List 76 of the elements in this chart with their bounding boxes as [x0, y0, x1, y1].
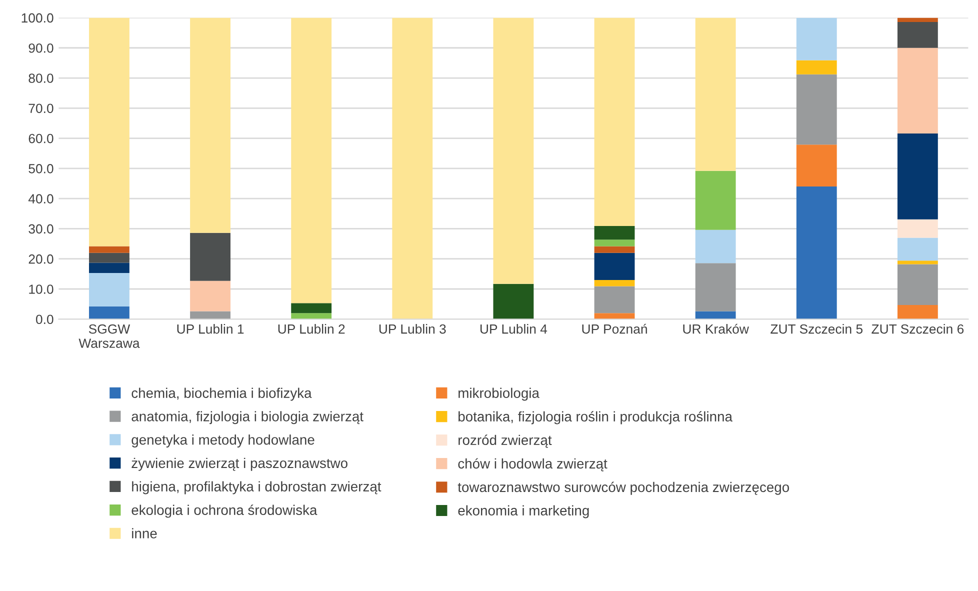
bar — [897, 22, 938, 48]
bar — [796, 18, 837, 60]
bar — [796, 60, 837, 74]
x-tick-label: UP Lublin 2 — [278, 324, 345, 334]
bar — [594, 18, 635, 226]
legend-label: botanika, fizjologia roślin i produkcja roślinna — [458, 411, 732, 424]
y-tick-label: 0.0 — [36, 314, 54, 324]
bar — [897, 238, 938, 261]
bar — [897, 18, 938, 22]
bar — [89, 246, 130, 253]
bar — [796, 186, 837, 320]
bar — [594, 240, 635, 246]
y-tick-label: 20.0 — [28, 254, 54, 264]
bar — [89, 273, 130, 306]
legend-label: towaroznawstwo surowców pochodzenia zwierzęcego — [458, 482, 790, 495]
bar — [392, 18, 433, 320]
bar — [190, 311, 230, 320]
x-tick-label: ZUT Szczecin 6 — [872, 324, 964, 334]
bar — [493, 18, 534, 284]
bar — [594, 226, 635, 240]
bar — [493, 284, 534, 320]
bar — [695, 230, 736, 264]
bar — [897, 219, 938, 238]
bar — [695, 311, 736, 320]
bar — [594, 286, 635, 314]
legend-label: chemia, biochemia i biofizyka — [132, 388, 312, 401]
bar — [897, 304, 938, 320]
bar — [897, 48, 938, 134]
x-tick-label: SGGW Warszawa — [78, 324, 140, 348]
y-tick-label: 10.0 — [29, 284, 54, 294]
legend-label: chów i hodowla zwierząt — [458, 458, 608, 472]
bar — [695, 18, 736, 171]
x-tick-label: UP Lublin 3 — [379, 324, 446, 334]
bar — [897, 260, 938, 264]
bar — [594, 252, 635, 280]
bar — [89, 262, 130, 274]
bar — [796, 74, 837, 145]
y-tick-label: 70.0 — [28, 104, 54, 114]
bar — [89, 306, 130, 320]
x-tick-label: UP Lublin 1 — [177, 324, 244, 334]
bar — [594, 280, 635, 286]
bar — [89, 252, 130, 263]
bar — [89, 18, 130, 246]
legend-label: żywienie zwierząt i paszoznawstwo — [132, 458, 348, 471]
legend-label: anatomia, fizjologia i biologia zwierząt — [132, 411, 364, 424]
bar — [695, 263, 736, 312]
x-tick-label: UR Kraków — [683, 324, 749, 334]
x-tick-label: UP Poznań — [582, 324, 647, 334]
legend-label: ekologia i ochrona środowiska — [132, 504, 318, 518]
bar — [594, 246, 635, 253]
x-tick-label: UP Lublin 4 — [480, 324, 548, 334]
y-tick-label: 30.0 — [28, 224, 54, 234]
bar — [190, 232, 230, 281]
legend-label: rozród zwierząt — [458, 434, 552, 448]
bar — [897, 133, 938, 220]
legend-label: mikrobiologia — [458, 388, 540, 401]
bar — [190, 280, 230, 312]
y-tick-label: 60.0 — [28, 134, 54, 144]
bar — [897, 264, 938, 305]
bar — [796, 144, 837, 187]
y-tick-label: 90.0 — [28, 43, 54, 53]
bar — [190, 18, 230, 233]
y-tick-label: 100.0 — [22, 13, 54, 23]
bar — [291, 303, 332, 314]
y-tick-label: 40.0 — [28, 194, 54, 204]
legend-label: inne — [132, 528, 157, 538]
bar — [594, 313, 635, 320]
legend-label: genetyka i metody hodowlane — [132, 434, 314, 448]
bar — [291, 313, 332, 320]
legend-label: ekonomia i marketing — [458, 505, 589, 518]
y-tick-label: 50.0 — [28, 164, 54, 174]
legend-label: higiena, profilaktyka i dobrostan zwierząt — [132, 481, 382, 494]
x-tick-label: ZUT Szczecin 5 — [770, 324, 863, 334]
y-tick-label: 80.0 — [28, 74, 54, 83]
bar — [291, 18, 332, 304]
bar — [695, 170, 736, 230]
